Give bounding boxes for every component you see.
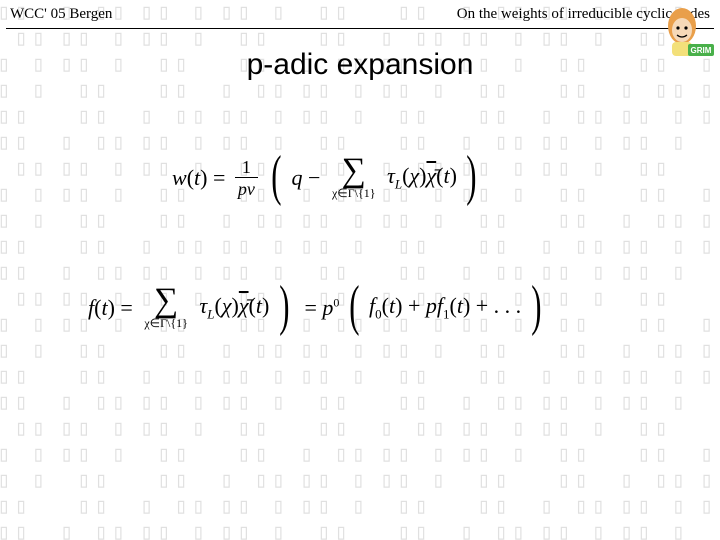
eq2-t4: t: [457, 293, 463, 318]
equation-w: w(t) = 1 pv ( q − ∑ χ∈Γ\{1} τL(χ)χ̄(t) ): [172, 150, 481, 206]
eq2-rparen-b: ): [531, 278, 541, 334]
mascot-icon: GRIM: [652, 2, 716, 66]
eq1-chi: χ: [409, 163, 419, 188]
eq1-frac-num: 1: [235, 157, 258, 178]
equation-f: f(t) = ∑ χ∈Γ\{1} τL(χ)χ̄(t) ) = p0 ( f0(…: [88, 280, 545, 336]
eq1-frac: 1 pv: [235, 157, 258, 200]
eq2-f: f: [88, 295, 94, 320]
eq1-sum-sub: χ∈Γ\{1}: [332, 186, 376, 200]
page-title: p-adic expansion: [0, 48, 720, 82]
eq1-tau-sub: L: [395, 177, 402, 192]
eq2-dots: . . .: [494, 293, 522, 318]
eq2-sum: ∑ χ∈Γ\{1}: [144, 286, 188, 330]
eq1-tau: τ: [387, 163, 395, 188]
eq2-f0-sub: 0: [375, 307, 382, 322]
eq1-w: w: [172, 165, 187, 190]
eq2-chibar: χ̄: [239, 293, 249, 318]
eq1-t: t: [194, 165, 200, 190]
eq2-p-exp: 0: [333, 296, 339, 310]
eq2-t: t: [101, 295, 107, 320]
slide: ▯▯ ▯ ▯▯ ▯▯ ▯ ▯▯ ▯ ▯▯ ▯▯ ▯ ▯▯ ▯▯ ▯ ▯▯ ▯ ▯…: [0, 0, 720, 540]
eq1-sum: ∑ χ∈Γ\{1}: [332, 156, 376, 200]
eq1-rparen: ): [467, 148, 477, 204]
header-rule: [6, 28, 714, 29]
eq2-rparen-a: ): [279, 278, 289, 334]
eq2-chi: χ: [222, 293, 232, 318]
eq1-frac-den: pv: [238, 179, 255, 199]
eq1-t2: t: [444, 163, 450, 188]
eq2-t3: t: [389, 293, 395, 318]
eq2-tau-sub: L: [207, 307, 214, 322]
eq2-p2: p: [426, 293, 437, 318]
eq2-t2: t: [256, 293, 262, 318]
eq2-lparen-b: (: [349, 278, 359, 334]
eq2-f1-sub: 1: [443, 307, 450, 322]
svg-text:GRIM: GRIM: [691, 46, 712, 55]
eq1-q: q: [292, 165, 303, 190]
eq1-lparen: (: [272, 148, 282, 204]
eq1-chibar: χ̄: [426, 163, 436, 188]
header: WCC' 05 Bergen On the weights of irreduc…: [10, 6, 710, 23]
header-left: WCC' 05 Bergen: [10, 6, 112, 23]
eq2-sum-sub: χ∈Γ\{1}: [144, 316, 188, 330]
eq2-p: p: [322, 295, 333, 320]
